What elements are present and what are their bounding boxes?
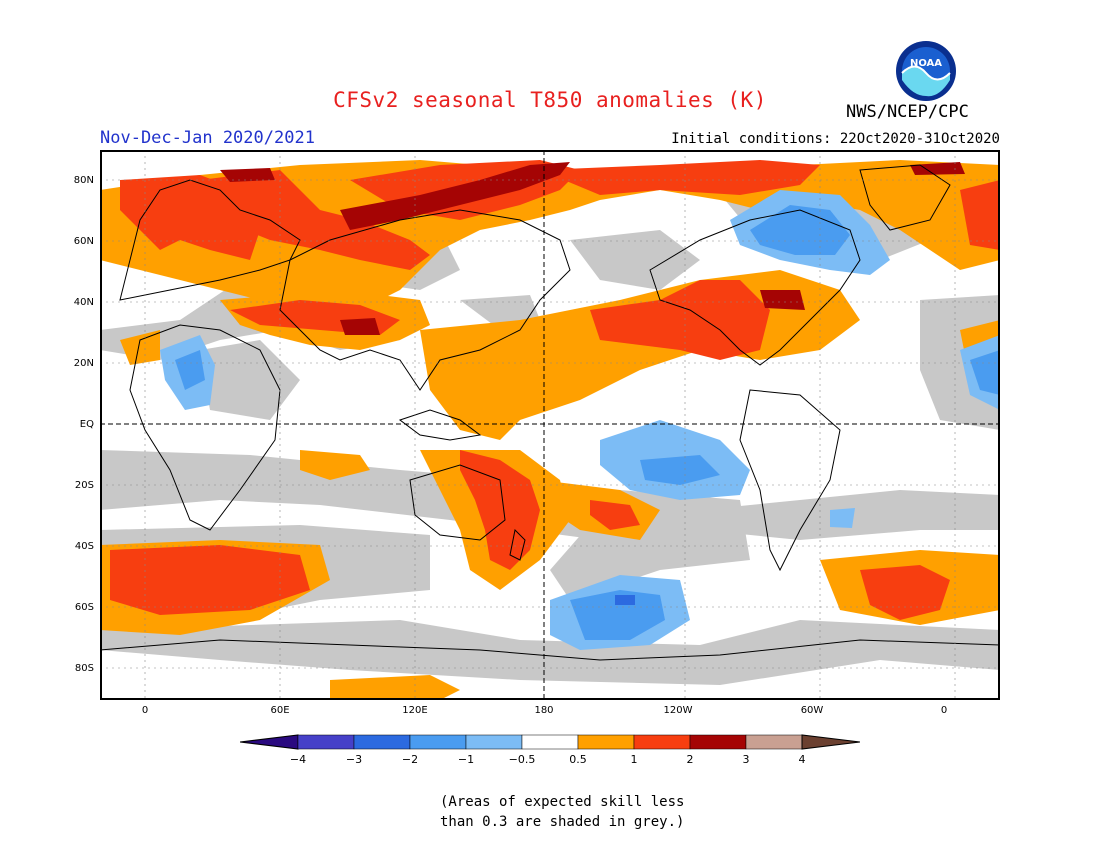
y-tick-label: 60S (74, 602, 94, 613)
y-tick-label: 40N (73, 297, 94, 308)
legend-label: −3 (345, 753, 363, 766)
legend-label: −0.5 (508, 753, 536, 766)
forecast-period: Nov-Dec-Jan 2020/2021 (100, 128, 315, 148)
graticule (100, 150, 1000, 700)
legend-swatch (353, 734, 411, 750)
legend-label: 4 (798, 753, 806, 766)
y-tick-label: EQ (79, 419, 94, 430)
x-tick-label: 0 (940, 705, 948, 716)
skill-footnote: (Areas of expected skill less than 0.3 a… (440, 792, 760, 832)
map-frame (100, 150, 1000, 700)
color-legend (240, 734, 860, 750)
legend-swatch (577, 734, 635, 750)
x-tick-label: 60E (270, 705, 290, 716)
legend-label: 0.5 (569, 753, 587, 766)
legend-swatch (689, 734, 747, 750)
legend-label: 3 (742, 753, 750, 766)
legend-swatch (633, 734, 691, 750)
legend-swatch (465, 734, 523, 750)
legend-swatch (297, 734, 355, 750)
x-tick-label: 120E (402, 705, 428, 716)
organization-label: NWS/NCEP/CPC (846, 102, 969, 122)
x-tick-label: 120W (663, 705, 693, 716)
y-tick-label: 60N (73, 236, 94, 247)
legend-label: −1 (457, 753, 475, 766)
map-title: CFSv2 seasonal T850 anomalies (K) (333, 88, 767, 112)
legend-swatch (745, 734, 803, 750)
legend-max-arrow (801, 734, 860, 750)
footnote-line-2: than 0.3 are shaded in grey.) (440, 814, 685, 830)
legend-min-arrow (240, 734, 299, 750)
footnote-line-1: (Areas of expected skill less (440, 794, 685, 810)
initial-conditions: Initial conditions: 22Oct2020-31Oct2020 (671, 131, 1000, 147)
anomaly-shading (100, 160, 1000, 700)
noaa-logo-text: NOAA (910, 58, 942, 69)
y-tick-label: 40S (74, 541, 94, 552)
x-tick-label: 60W (800, 705, 824, 716)
anomaly-map (100, 150, 1000, 700)
noaa-logo: NOAA (895, 40, 957, 102)
x-tick-label: 0 (141, 705, 149, 716)
x-tick-label: 180 (534, 705, 554, 716)
legend-swatch (521, 734, 579, 750)
y-tick-label: 80N (73, 175, 94, 186)
legend-label: 2 (686, 753, 694, 766)
y-tick-label: 80S (74, 663, 94, 674)
legend-swatch (409, 734, 467, 750)
y-tick-label: 20S (74, 480, 94, 491)
coastlines (100, 164, 1000, 661)
legend-label: 1 (630, 753, 638, 766)
legend-label: −4 (289, 753, 307, 766)
y-tick-label: 20N (73, 358, 94, 369)
legend-label: −2 (401, 753, 419, 766)
